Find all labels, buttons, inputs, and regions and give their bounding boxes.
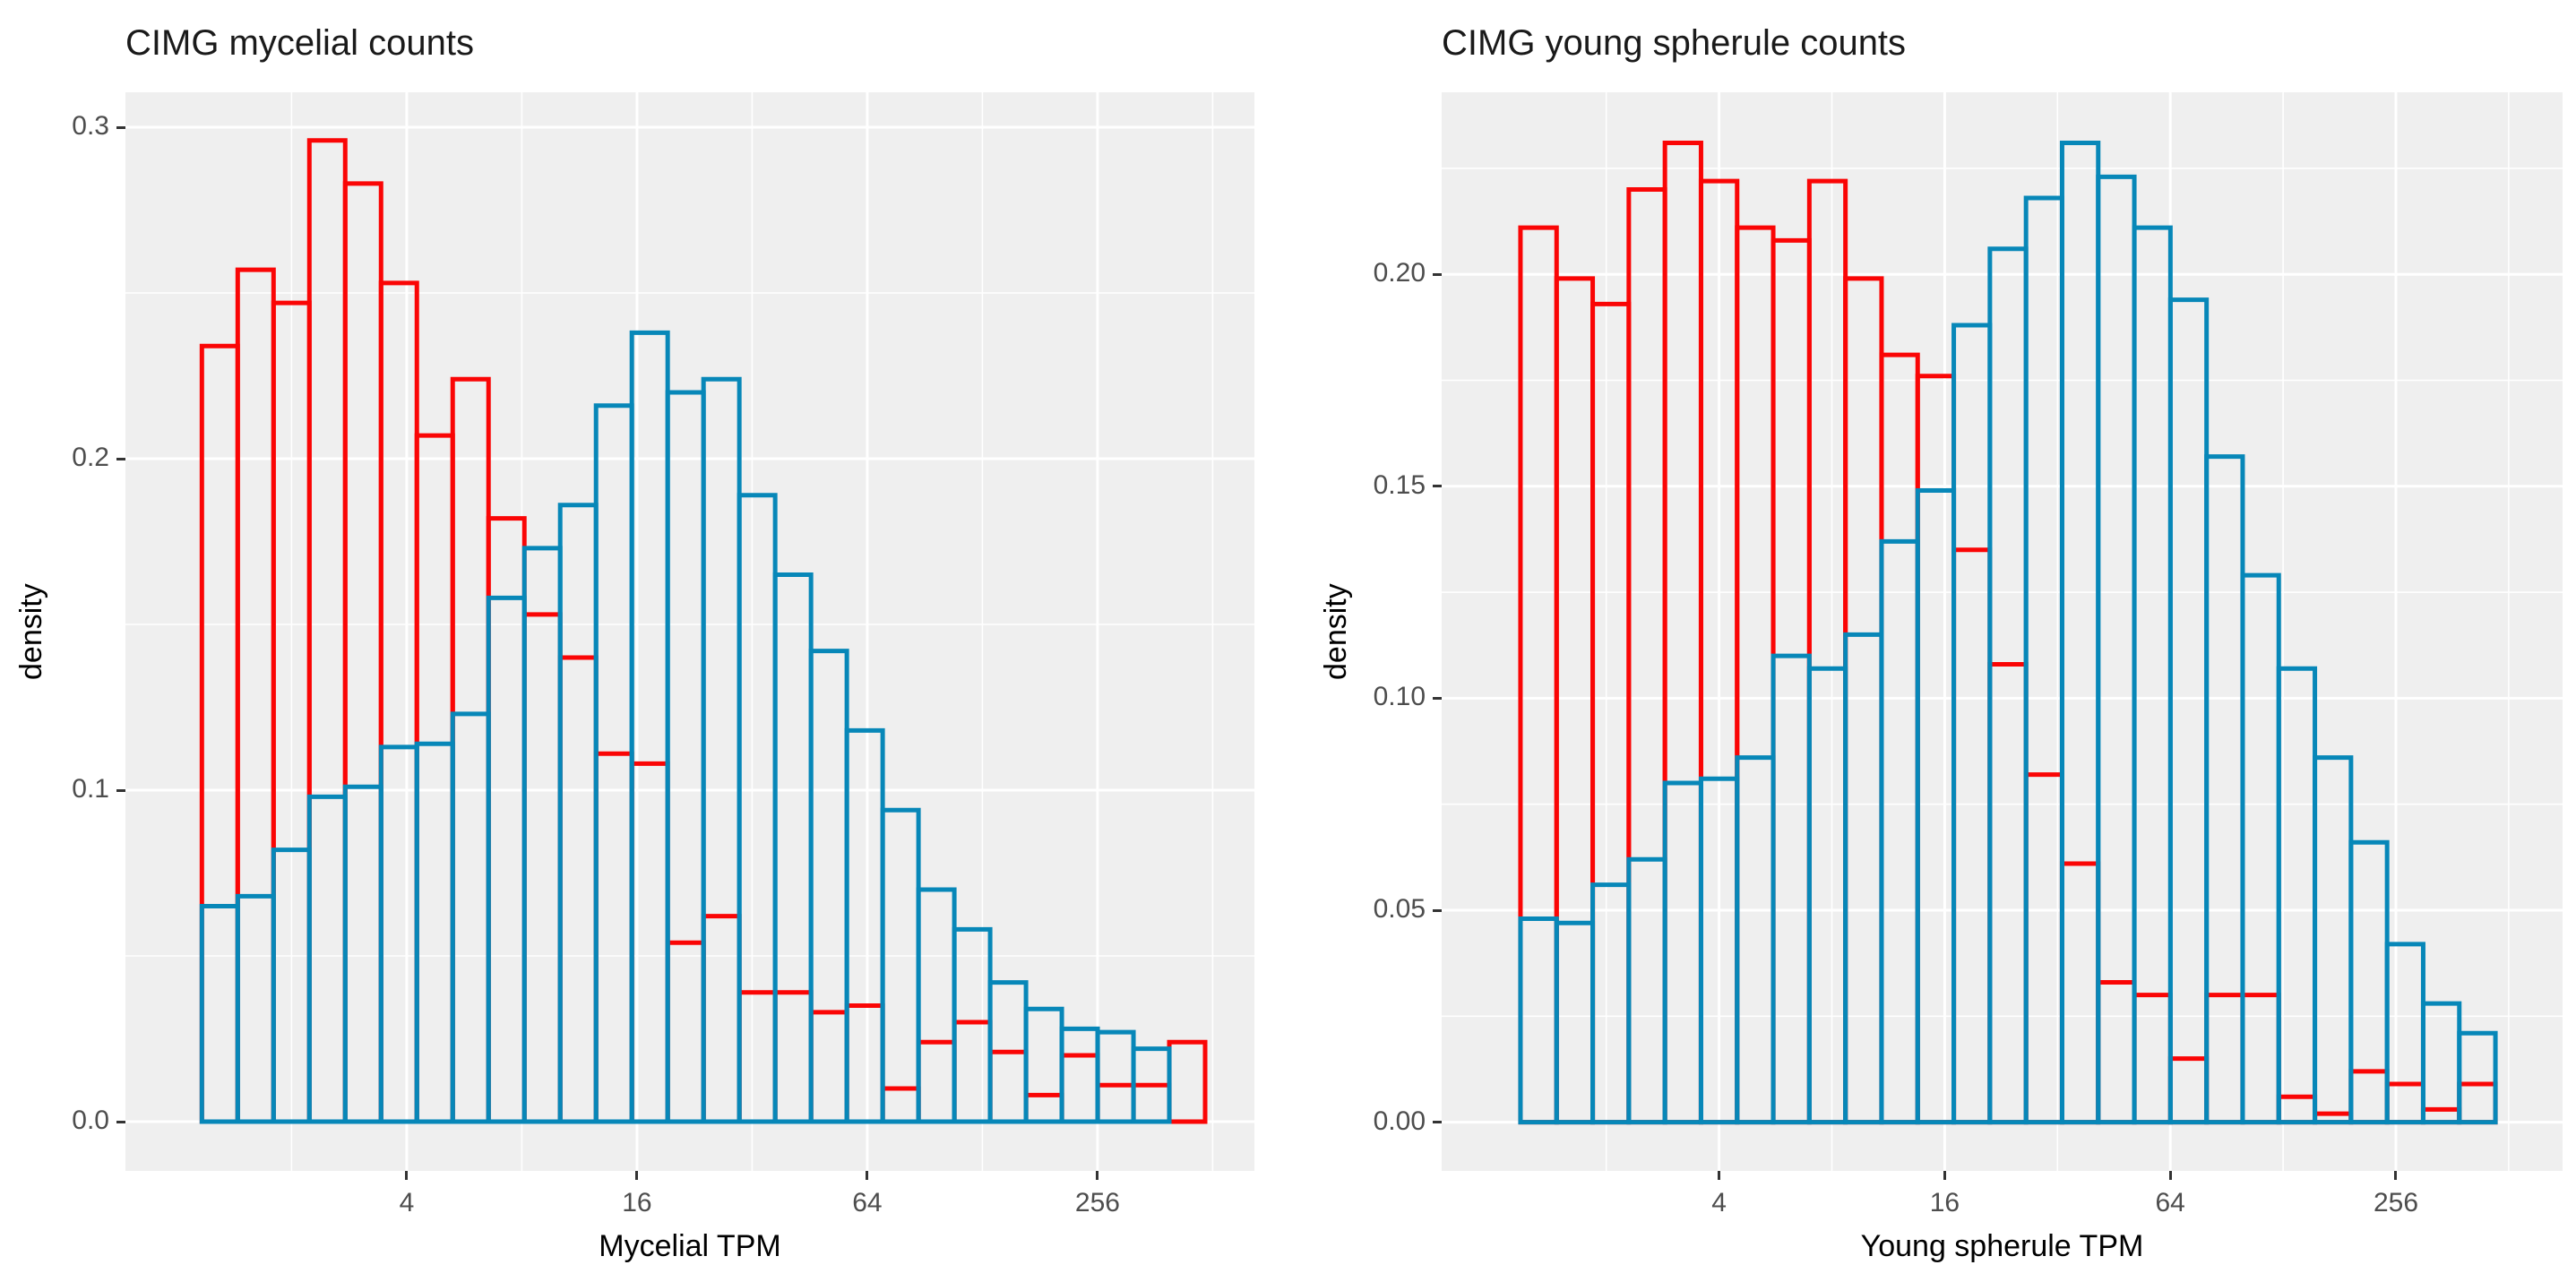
- y-tick-mark: [116, 1120, 125, 1123]
- chart-title: CIMG mycelial counts: [125, 23, 474, 63]
- x-tick-mark: [866, 1171, 869, 1180]
- histogram-bar-young_spherule: [844, 727, 885, 1124]
- x-tick-label: 16: [1929, 1188, 1960, 1217]
- y-tick-label: 0.2: [72, 443, 109, 472]
- plot-area-mycelial-histogram: [125, 92, 1254, 1171]
- histogram-bar-young_spherule: [1518, 916, 1559, 1125]
- y-tick-label: 0.00: [1373, 1106, 1426, 1136]
- x-axis-title: Mycelial TPM: [599, 1229, 781, 1263]
- x-axis-title: Young spherule TPM: [1860, 1229, 2144, 1263]
- histogram-bar-young_spherule: [808, 649, 849, 1124]
- x-tick-label: 4: [399, 1188, 415, 1217]
- histogram-bar-young_spherule: [2457, 1030, 2498, 1125]
- histogram-bar-young_spherule: [629, 330, 670, 1124]
- y-tick-mark: [1433, 696, 1442, 700]
- y-tick-mark: [116, 457, 125, 460]
- y-tick-label: 0.10: [1373, 682, 1426, 712]
- histogram-bar-young_spherule: [2059, 141, 2101, 1125]
- histogram-bar-young_spherule: [1095, 1029, 1136, 1124]
- histogram-bar-young_spherule: [916, 887, 957, 1124]
- y-tick-mark: [1433, 485, 1442, 488]
- y-axis-title: density: [14, 583, 48, 680]
- y-tick-label: 0.3: [72, 111, 109, 141]
- histogram-bar-young_spherule: [772, 572, 814, 1124]
- x-tick-mark: [1943, 1171, 1946, 1180]
- y-axis-title: density: [1319, 583, 1353, 680]
- y-tick-mark: [1433, 272, 1442, 276]
- chart-title: CIMG young spherule counts: [1442, 23, 1907, 63]
- histogram-bar-young_spherule: [2204, 454, 2245, 1125]
- histogram-bar-young_spherule: [737, 493, 778, 1124]
- x-tick-label: 256: [2373, 1188, 2419, 1217]
- x-tick-mark: [1718, 1171, 1721, 1180]
- histogram-bar-young_spherule: [1131, 1046, 1172, 1124]
- x-tick-mark: [2394, 1171, 2398, 1180]
- y-tick-label: 0.1: [72, 774, 109, 804]
- histogram-bar-young_spherule: [2384, 942, 2425, 1125]
- histogram-bar-young_spherule: [1023, 1006, 1064, 1124]
- histogram-bar-young_spherule: [880, 807, 921, 1124]
- histogram-bar-young_spherule: [952, 926, 993, 1124]
- histogram-bar-young_spherule: [2096, 174, 2137, 1125]
- x-tick-label: 256: [1074, 1188, 1120, 1217]
- histogram-bar-young_spherule: [2313, 755, 2354, 1125]
- histogram-bar-young_spherule: [2276, 666, 2318, 1125]
- histogram-bar-young_spherule: [2348, 839, 2390, 1125]
- x-tick-mark: [1096, 1171, 1099, 1180]
- x-tick-mark: [2168, 1171, 2172, 1180]
- y-tick-label: 0.15: [1373, 469, 1426, 500]
- x-tick-mark: [405, 1171, 409, 1180]
- histogram-bar-young_spherule: [1059, 1026, 1100, 1124]
- x-tick-label: 64: [852, 1188, 883, 1217]
- y-tick-label: 0.0: [72, 1106, 109, 1135]
- histogram-bar-young_spherule: [2167, 297, 2210, 1125]
- histogram-bar-young_spherule: [1770, 653, 1812, 1125]
- x-tick-label: 64: [2155, 1188, 2185, 1217]
- histogram-bar-young_spherule: [2240, 572, 2281, 1125]
- y-tick-label: 0.05: [1373, 894, 1426, 924]
- y-tick-label: 0.20: [1373, 258, 1426, 288]
- x-tick-mark: [635, 1171, 639, 1180]
- y-tick-mark: [1433, 908, 1442, 912]
- x-tick-label: 4: [1711, 1188, 1727, 1217]
- x-tick-label: 16: [622, 1188, 652, 1217]
- plot-area-young-spherule-histogram: [1442, 92, 2563, 1171]
- histogram-bar-young_spherule: [701, 376, 742, 1124]
- y-tick-mark: [116, 125, 125, 129]
- histogram-bar-young_spherule: [2132, 225, 2173, 1125]
- y-tick-mark: [116, 788, 125, 792]
- histogram-bar-young_spherule: [2420, 1001, 2462, 1125]
- histogram-bar-young_spherule: [987, 980, 1029, 1124]
- y-tick-mark: [1433, 1121, 1442, 1124]
